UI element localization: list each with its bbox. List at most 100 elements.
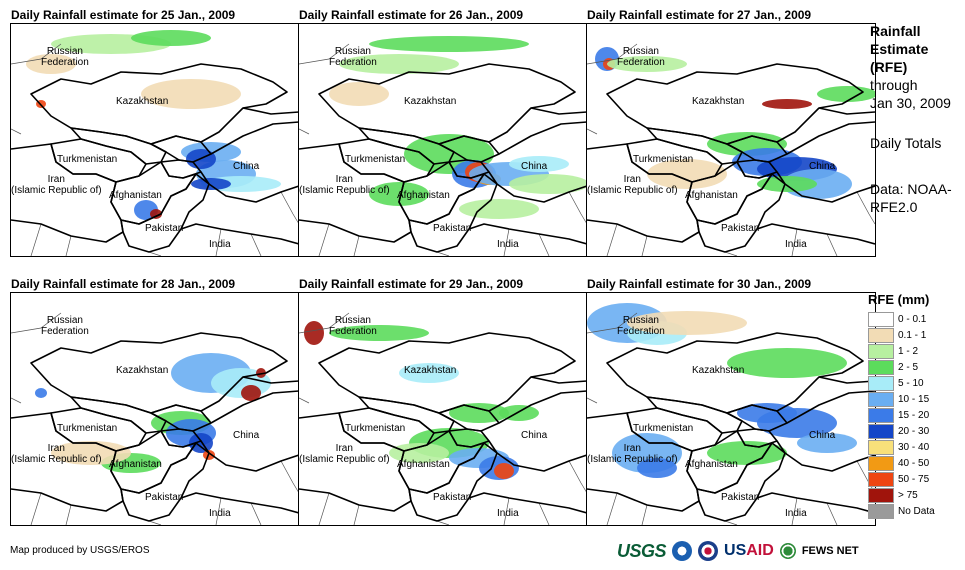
rainfall-area [607, 56, 687, 72]
legend-swatch [868, 343, 894, 359]
country-border [818, 376, 875, 384]
description-through: through [870, 77, 918, 93]
rainfall-area [757, 176, 817, 192]
rainfall-area [369, 182, 429, 206]
country-label-china: China [521, 430, 548, 441]
legend-row: 0.1 - 1 [868, 327, 962, 343]
legend-label: 40 - 50 [898, 457, 930, 469]
country-border [11, 143, 124, 243]
rainfall-area [757, 408, 837, 438]
country-border [756, 492, 875, 514]
country-label-pakistan: Pakistan [433, 492, 472, 503]
country-border [726, 135, 788, 163]
country-border [776, 121, 875, 203]
country-label-kazakhstan: Kazakhstan [404, 96, 457, 107]
country-border [200, 121, 299, 203]
rainfall-area [189, 433, 213, 453]
legend-row: 30 - 40 [868, 439, 962, 455]
panel-title: Daily Rainfall estimate for 27 Jan., 200… [587, 8, 812, 22]
rainfall-area [131, 30, 211, 46]
country-label-afghanistan: Afghanistan [397, 459, 450, 470]
rainfall-area [707, 441, 787, 465]
legend-swatch [868, 391, 894, 407]
country-label-afghanistan: Afghanistan [109, 459, 162, 470]
country-border [150, 135, 212, 163]
country-border [530, 376, 587, 384]
legend-swatch [868, 375, 894, 391]
rainfall-map: Russian Federation Kazakhstan Turkmenistan I… [10, 23, 300, 257]
rainfall-map: Russian Federation Kazakhstan Turkmenistan I… [298, 23, 588, 257]
rainfall-map-canvas [587, 303, 875, 525]
country-border [696, 442, 786, 522]
country-label-russia: Russian Federation [329, 315, 377, 337]
rainfall-area [647, 159, 727, 189]
neighbor-border [299, 43, 550, 256]
neighbor-border [65, 191, 299, 256]
legend-swatch [868, 487, 894, 503]
map-description: Rainfall Estimate (RFE) through Jan 30, … [870, 22, 962, 216]
neighbor-border [299, 312, 550, 525]
country-label-iran: Iran (Islamic Republic of) [587, 443, 678, 465]
neighbor-border [11, 43, 262, 256]
country-border [468, 223, 587, 245]
rainfall-area [339, 54, 459, 74]
description-title: Rainfall Estimate (RFE) [870, 23, 929, 75]
rainfall-map: Russian Federation Kazakhstan Turkmenistan I… [586, 23, 876, 257]
legend-swatch [868, 359, 894, 375]
legend-label: 20 - 30 [898, 425, 930, 437]
country-border [150, 404, 212, 432]
country-border [776, 390, 875, 472]
country-label-russia: Russian Federation [617, 315, 665, 337]
legend-label: 30 - 40 [898, 441, 930, 453]
country-label-pakistan: Pakistan [145, 223, 184, 234]
agency-logos: USGS USAID FEWS NET [617, 538, 859, 564]
rainfall-map-canvas [587, 43, 875, 256]
rainfall-panel-30jan: Daily Rainfall estimate for 30 Jan., 200… [586, 277, 876, 527]
country-label-china: China [233, 161, 260, 172]
rainfall-map-canvas [299, 312, 587, 525]
country-label-russia: Russian Federation [329, 46, 377, 68]
legend-row: 40 - 50 [868, 455, 962, 471]
country-label-india: India [497, 508, 519, 519]
rainfall-area [627, 311, 747, 335]
country-label-kazakhstan: Kazakhstan [404, 365, 457, 376]
rainfall-area [762, 99, 812, 109]
rainfall-map: Russian Federation Kazakhstan Turkmenistan I… [298, 292, 588, 526]
country-label-kazakhstan: Kazakhstan [116, 365, 169, 376]
rainfall-map-canvas [11, 312, 299, 525]
legend-label: 50 - 75 [898, 473, 930, 485]
country-border [468, 492, 587, 514]
rainfall-area [141, 79, 241, 109]
country-label-turkmenistan: Turkmenistan [57, 154, 118, 165]
rainfall-area [399, 363, 459, 383]
country-label-turkmenistan: Turkmenistan [57, 423, 118, 434]
country-border [488, 121, 587, 203]
legend-swatch [868, 423, 894, 439]
country-label-turkmenistan: Turkmenistan [345, 423, 406, 434]
neighbor-border [353, 191, 587, 256]
country-border [120, 442, 210, 522]
neighbor-border [11, 312, 262, 525]
country-border [200, 390, 299, 472]
rainfall-panel-29jan: Daily Rainfall estimate for 29 Jan., 200… [298, 277, 588, 527]
rainfall-area [304, 321, 324, 345]
country-border [408, 442, 498, 522]
country-label-russia: Russian Federation [41, 46, 89, 68]
country-border [818, 107, 875, 115]
legend-row: No Data [868, 503, 962, 519]
neighbor-border [65, 460, 299, 525]
panel-title: Daily Rainfall estimate for 26 Jan., 200… [299, 8, 524, 22]
rainfall-area [150, 209, 162, 219]
rainfall-area [256, 368, 266, 378]
country-label-india: India [785, 508, 807, 519]
legend-label: 1 - 2 [898, 345, 919, 357]
neighbor-border [587, 43, 838, 256]
description-data-source: Data: NOAA-RFE2.0 [870, 181, 952, 215]
rainfall-panel-26jan: Daily Rainfall estimate for 26 Jan., 200… [298, 8, 588, 258]
country-label-china: China [521, 161, 548, 172]
rainfall-panel-28jan: Daily Rainfall estimate for 28 Jan., 200… [10, 277, 300, 527]
country-label-pakistan: Pakistan [721, 492, 760, 503]
country-border [488, 390, 587, 472]
country-label-kazakhstan: Kazakhstan [116, 96, 169, 107]
neighbor-border [353, 460, 587, 525]
